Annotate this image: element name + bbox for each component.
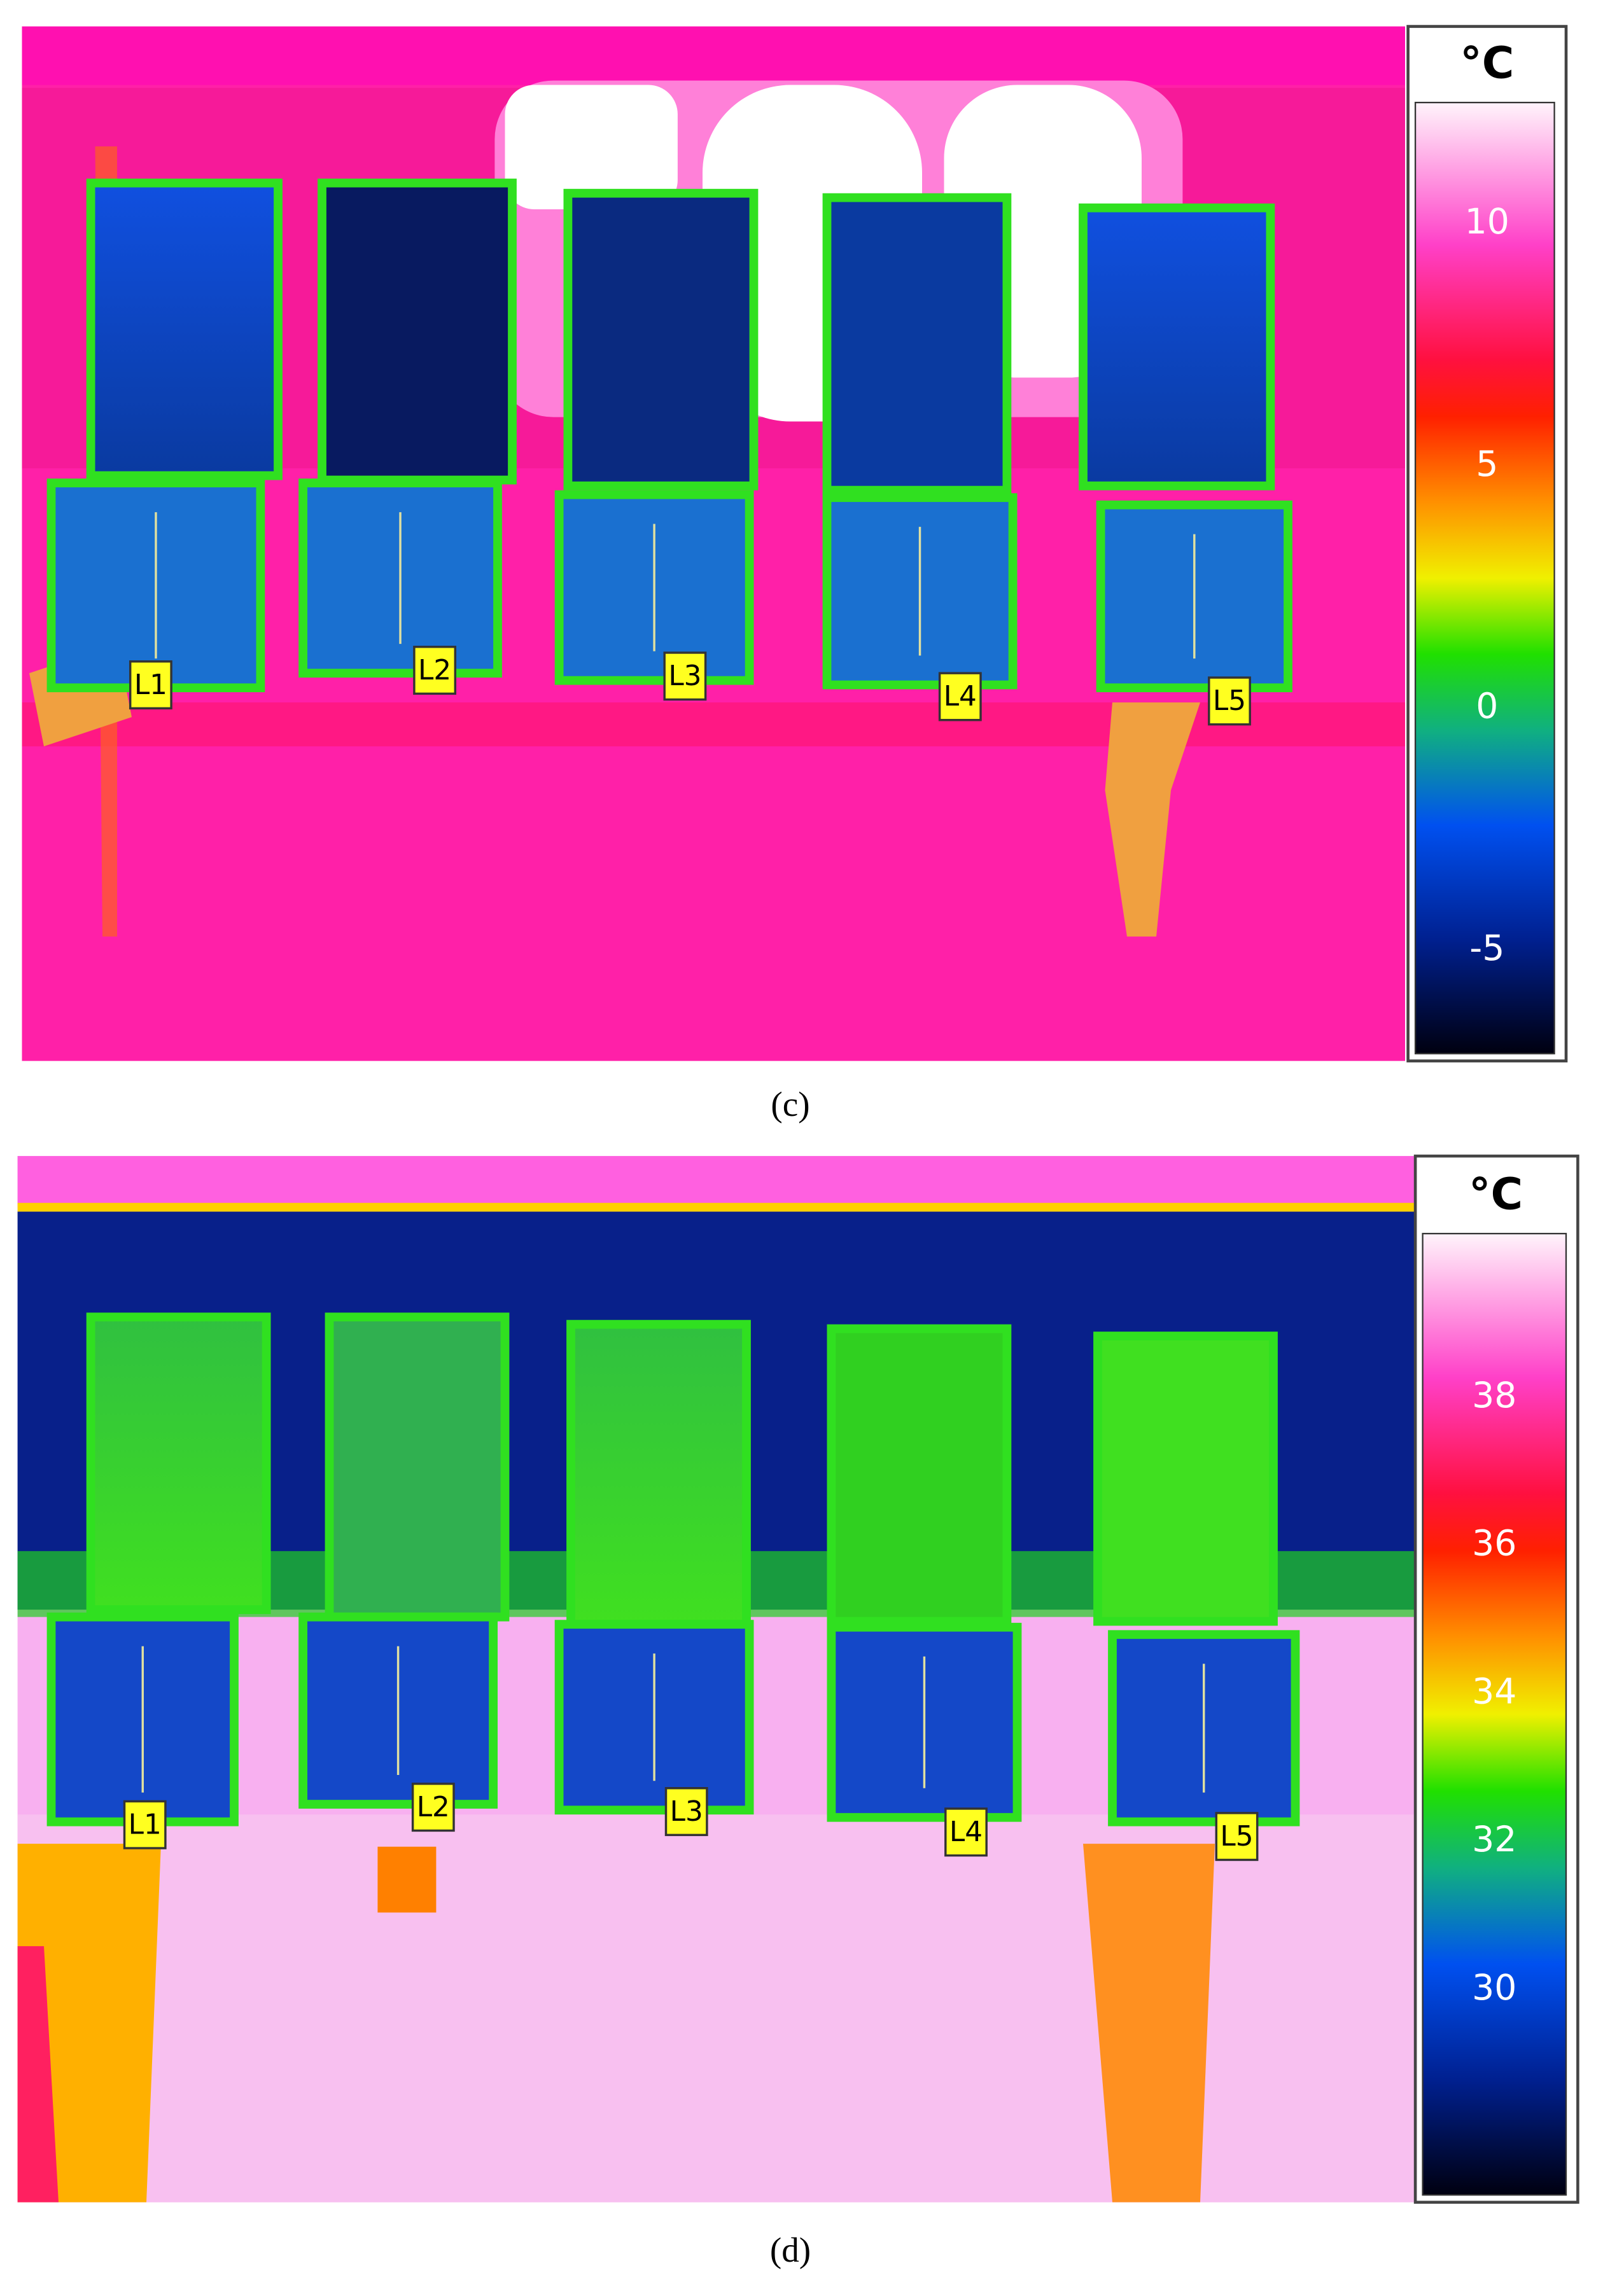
panel-caption: (c) (771, 1085, 809, 1124)
colorbar-tick: 34 (1472, 1671, 1516, 1712)
marker-label: L3 (670, 1795, 703, 1828)
marker-label: L1 (134, 669, 167, 701)
panel-caption: (d) (770, 2230, 811, 2269)
marker-box (944, 1807, 988, 1857)
marker-label: L4 (944, 680, 977, 713)
boxes-c (46, 178, 1292, 693)
colorbar-tick: 0 (1476, 686, 1498, 727)
marker-box (938, 672, 982, 721)
marker-label: L5 (1213, 685, 1246, 717)
box-top (566, 1319, 751, 1629)
marker-label: L2 (418, 654, 451, 686)
colorbar-tick: 36 (1472, 1524, 1516, 1564)
marker-box (1215, 1812, 1259, 1861)
marker-label: L5 (1220, 1820, 1253, 1853)
box-top (86, 178, 283, 480)
marker-box (411, 1783, 455, 1832)
box-top (1093, 1332, 1278, 1626)
marker-label: L3 (668, 660, 701, 692)
colorbar-tick: 38 (1472, 1375, 1516, 1416)
box-top (563, 188, 759, 491)
colorbar-unit: °C (1469, 1169, 1523, 1220)
colorbar-tick: -5 (1469, 928, 1504, 969)
marker-label: L1 (129, 1809, 162, 1841)
colorbar (1422, 1232, 1567, 2196)
marker-box (129, 660, 172, 710)
colorbar (1414, 102, 1555, 1055)
marker-box (1208, 676, 1251, 726)
colorbar-unit: °C (1460, 38, 1514, 89)
box-top (822, 193, 1012, 495)
marker-box (413, 646, 457, 695)
box-top (318, 178, 517, 485)
marker-box (123, 1800, 167, 1849)
marker-label: L4 (949, 1816, 983, 1848)
marker-box (663, 651, 707, 701)
boxes-d (46, 1312, 1300, 1826)
box-top (86, 1312, 271, 1615)
colorbar-tick: 30 (1472, 1968, 1516, 2008)
marker-box (664, 1787, 708, 1837)
marker-label: L2 (417, 1791, 450, 1823)
box-top (827, 1324, 1012, 1626)
colorbar-tick: 32 (1472, 1819, 1516, 1860)
box-top (1079, 203, 1275, 491)
colorbar-tick: 10 (1465, 202, 1509, 242)
colorbar-tick: 5 (1476, 444, 1498, 485)
box-top (325, 1312, 510, 1622)
